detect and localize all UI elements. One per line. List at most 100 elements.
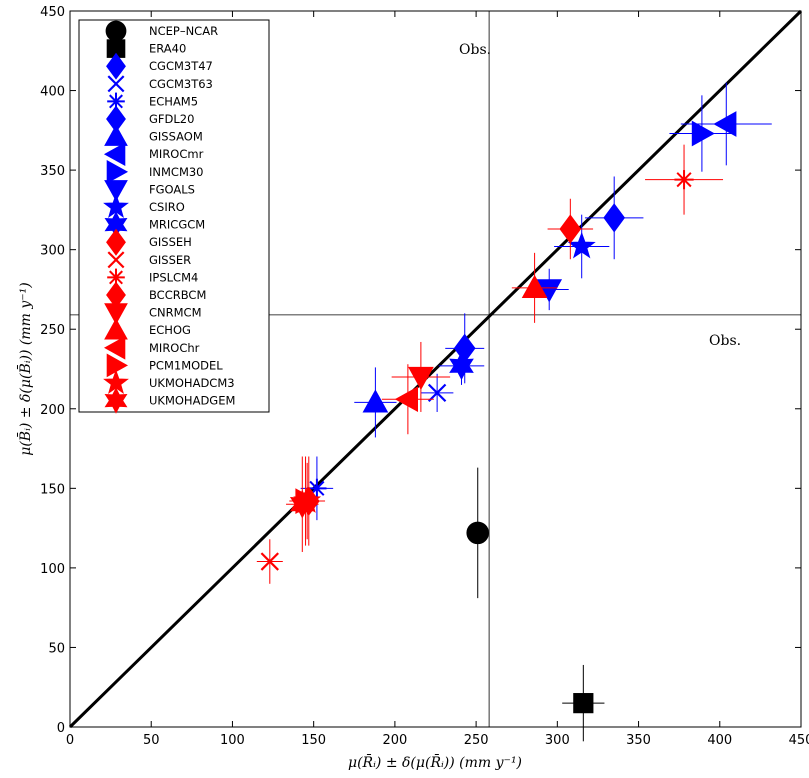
legend-label: CGCM3T63 (149, 77, 213, 91)
y-tick-label: 300 (40, 244, 65, 259)
x-tick-label: 450 (789, 733, 809, 748)
legend-entry-mirocmr: MIROCmr (103, 142, 204, 167)
y-tick-label: 250 (40, 323, 65, 338)
data-point-ukmohadgem (289, 489, 315, 519)
x-tick-label: 300 (545, 733, 570, 748)
legend-marker-ncep-ncar (105, 20, 127, 42)
legend-label: UKMOHADGEM (149, 394, 235, 408)
legend-label: ECHAM5 (149, 94, 198, 108)
data-point-csiro (567, 231, 596, 259)
data-point-echog (521, 274, 548, 298)
series-gisser (256, 539, 283, 584)
x-tick-label: 250 (464, 733, 489, 748)
series-mirochr (381, 364, 434, 435)
x-tick-label: 150 (301, 733, 326, 748)
legend-label: CGCM3T47 (149, 59, 213, 73)
legend-entry-bccrbcm: BCCRBCM (106, 281, 206, 309)
legend-label: INMCM30 (149, 165, 204, 179)
legend-marker-gisser (107, 251, 125, 269)
one-to-one-line (68, 9, 803, 729)
series-inmcm30 (669, 95, 735, 172)
legend-marker-mirochr (103, 335, 126, 360)
data-point-era40 (573, 693, 594, 714)
legend-entry-echog: ECHOG (104, 318, 191, 340)
legend-marker-gissaom (104, 124, 128, 146)
series-era40 (562, 664, 605, 742)
y-tick-label: 50 (48, 641, 65, 656)
series-ipslcm4 (645, 144, 724, 215)
legend-entry-ipslcm4: IPSLCM4 (107, 268, 198, 287)
series-mricgcm (438, 346, 485, 385)
x-tick-label: 400 (707, 733, 732, 748)
x-tick-label: 100 (220, 733, 245, 748)
data-point-cgcm3t63 (427, 383, 447, 403)
x-tick-label: 0 (66, 733, 74, 748)
y-tick-label: 400 (40, 85, 65, 100)
legend-entry-cgcm3t63: CGCM3T63 (107, 75, 213, 93)
legend-label: IPSLCM4 (149, 270, 198, 284)
legend-label: GFDL20 (149, 112, 194, 126)
legend-label: PCM1MODEL (149, 358, 223, 372)
legend-label: CNRMCM (149, 306, 202, 320)
legend: NCEP–NCAR ERA40 CGCM3T47 CGCM3T63 ECHAM5 GFDL… (78, 19, 270, 414)
data-point-mirocmr (713, 111, 737, 137)
legend-entry-cnrmcm: CNRMCM (104, 303, 202, 325)
legend-label: MIROChr (149, 341, 200, 355)
series-cgcm3t63 (420, 373, 454, 412)
data-point-gissaom (362, 389, 389, 413)
x-axis-label: μ(R̄ᵢ) ± δ(μ(R̄ᵢ)) (mm y⁻¹) (348, 753, 522, 771)
legend-label: FGOALS (149, 182, 195, 196)
data-point-mirochr (394, 386, 418, 413)
legend-marker-ipslcm4 (107, 268, 125, 287)
legend-marker-cgcm3t47 (106, 52, 126, 80)
y-tick-label: 200 (40, 403, 65, 418)
legend-label: MIROCmr (149, 147, 204, 161)
obs-horizontal-label: Obs. (709, 333, 741, 349)
legend-entry-gisseh: GISSEH (106, 228, 192, 256)
series-echog (511, 252, 558, 323)
data-point-cnrmcm (408, 366, 434, 391)
y-tick-label: 0 (57, 721, 65, 736)
legend-entries: NCEP–NCAR ERA40 CGCM3T47 CGCM3T63 ECHAM5 GFDL… (103, 20, 235, 414)
legend-label: CSIRO (149, 200, 185, 214)
data-point-gisseh (559, 214, 582, 244)
legend-entry-ncep-ncar: NCEP–NCAR (105, 20, 218, 42)
series-cnrmcm (391, 341, 451, 412)
y-tick-label: 150 (40, 482, 65, 497)
legend-label: BCCRBCM (149, 288, 206, 302)
series-csiro (554, 214, 610, 279)
legend-label: GISSEH (149, 235, 192, 249)
series-gisseh (547, 198, 594, 260)
legend-entry-era40: ERA40 (106, 39, 186, 58)
legend-entry-gisser: GISSER (107, 251, 191, 269)
x-tick-label: 200 (382, 733, 407, 748)
series-cgcm3t47 (584, 176, 644, 260)
data-layer (256, 82, 772, 742)
x-tick-label: 350 (626, 733, 651, 748)
legend-label: NCEP–NCAR (149, 24, 218, 38)
legend-entry-fgoals: FGOALS (104, 180, 195, 202)
legend-marker-ukmohadgem (104, 387, 128, 414)
data-point-gisser (260, 552, 279, 571)
legend-label: GISSER (149, 253, 191, 267)
y-tick-label: 350 (40, 164, 65, 179)
legend-entry-ukmohadgem: UKMOHADGEM (104, 387, 235, 414)
series-gissaom (354, 367, 397, 438)
data-point-ncep-ncar (466, 521, 490, 545)
legend-label: ECHOG (149, 323, 191, 337)
legend-marker-mirocmr (103, 142, 126, 167)
legend-label: ERA40 (149, 42, 186, 56)
legend-entry-gissaom: GISSAOM (104, 124, 203, 146)
legend-label: MRICGCM (149, 218, 205, 232)
data-point-inmcm30 (691, 120, 715, 147)
legend-entry-pcm1model: PCM1MODEL (106, 353, 223, 378)
tick-layer: 0 50 100 150 200 250 300 350 400 450 0 50 100 150 200 2… (40, 5, 809, 748)
data-point-mricgcm (449, 351, 474, 381)
y-tick-label: 100 (40, 562, 65, 577)
legend-marker-gisseh (106, 228, 126, 256)
legend-marker-pcm1model (106, 353, 129, 378)
legend-label: GISSAOM (149, 130, 203, 144)
x-tick-label: 50 (143, 733, 160, 748)
data-point-cgcm3t47 (603, 203, 626, 233)
